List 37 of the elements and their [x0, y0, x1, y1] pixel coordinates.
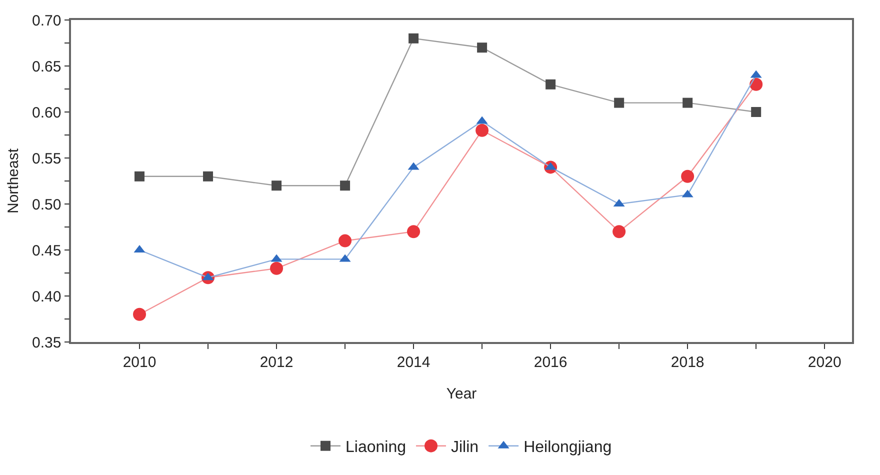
legend-label: Jilin [451, 439, 479, 456]
point [751, 107, 762, 117]
y-tick-label: 0.35 [32, 334, 62, 352]
point [546, 79, 556, 90]
point [340, 180, 350, 191]
x-tick-label: 2018 [670, 354, 704, 371]
x-axis-title: Year [446, 385, 477, 402]
point [270, 262, 284, 275]
point [750, 78, 763, 91]
y-axis-title: Northeast [4, 148, 22, 214]
y-tick-label: 0.50 [32, 196, 62, 214]
point [477, 42, 488, 53]
x-tick-label: 2014 [396, 354, 430, 371]
point [338, 234, 352, 248]
point [133, 308, 146, 321]
point [272, 180, 282, 191]
x-tick-label: 2020 [808, 354, 842, 371]
y-tick-label: 0.40 [32, 288, 62, 306]
point [203, 171, 214, 182]
legend-label: Heilongjiang [524, 439, 612, 456]
point [614, 98, 624, 108]
x-tick-label: 2016 [534, 354, 568, 371]
point [134, 171, 145, 182]
point [407, 225, 420, 238]
point [612, 225, 626, 238]
y-tick-label: 0.60 [32, 104, 62, 122]
y-tick-label: 0.55 [32, 150, 62, 168]
y-tick-label: 0.45 [32, 242, 62, 260]
x-tick-label: 2010 [122, 354, 156, 371]
y-tick-label: 0.70 [32, 12, 62, 30]
legend-label: Liaoning [346, 439, 406, 456]
y-tick-label: 0.65 [32, 58, 62, 76]
point [476, 124, 489, 137]
x-tick-label: 2012 [260, 354, 294, 371]
point [408, 33, 419, 44]
point [682, 98, 693, 108]
point [681, 170, 694, 183]
